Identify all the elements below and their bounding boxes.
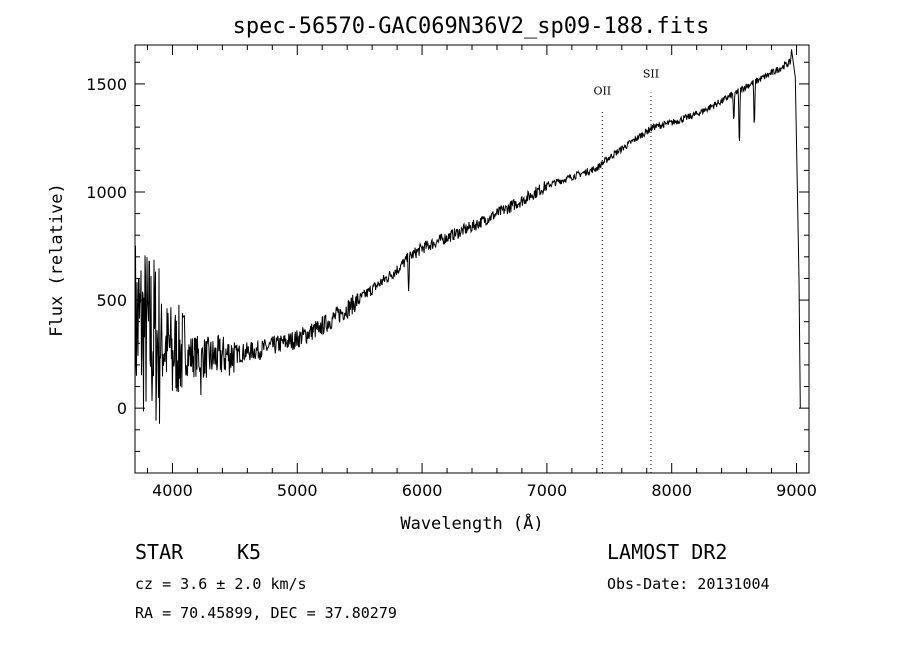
x-tick-label: 8000 xyxy=(651,481,692,500)
y-tick-label: 500 xyxy=(96,291,127,310)
y-tick-label: 1500 xyxy=(86,75,127,94)
observation-date: Obs-Date: 20131004 xyxy=(607,575,770,593)
spectrum-line xyxy=(134,49,801,424)
chart-title: spec-56570-GAC069N36V2_sp09-188.fits xyxy=(233,14,710,39)
x-tick-label: 7000 xyxy=(527,481,568,500)
x-tick-label: 9000 xyxy=(776,481,817,500)
y-tick-labels: 0 500 1000 1500 xyxy=(86,75,127,418)
x-tick-label: 6000 xyxy=(402,481,443,500)
coordinates: RA = 70.45899, DEC = 37.80279 xyxy=(135,604,397,622)
y-tick-label: 1000 xyxy=(86,183,127,202)
x-tick-label: 5000 xyxy=(277,481,318,500)
redshift-cz: cz = 3.6 ± 2.0 km/s xyxy=(135,575,307,593)
x-tick-labels: 4000 5000 6000 7000 8000 9000 xyxy=(152,481,817,500)
x-tick-label: 4000 xyxy=(152,481,193,500)
object-type: STAR xyxy=(135,540,184,564)
y-axis-label: Flux (relative) xyxy=(47,183,67,337)
object-subclass: K5 xyxy=(237,540,262,564)
x-axis-label: Wavelength (Å) xyxy=(400,512,543,534)
y-tick-label: 0 xyxy=(117,399,127,418)
emission-line-label: SII xyxy=(643,67,659,80)
survey-name: LAMOST DR2 xyxy=(607,540,728,564)
emission-line-label: OII xyxy=(593,85,611,98)
emission-lines: OII SII xyxy=(593,67,659,473)
